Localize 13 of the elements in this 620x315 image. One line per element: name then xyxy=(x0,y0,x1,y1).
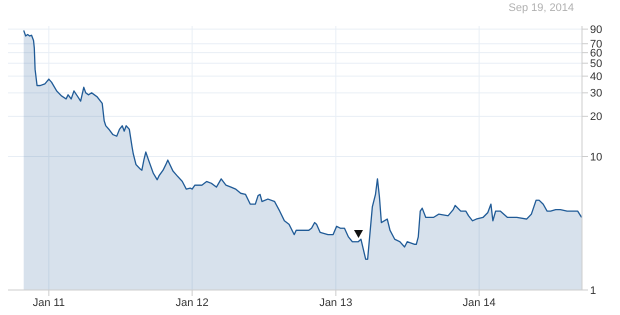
y-tick-label: 1 xyxy=(590,284,596,297)
y-tick-label: 90 xyxy=(590,24,602,36)
x-tick-label: Jan 13 xyxy=(319,296,352,309)
y-tick-label: 50 xyxy=(590,58,602,70)
text: Sep 19, 2014 xyxy=(508,2,574,14)
y-tick-label: 10 xyxy=(590,151,602,164)
y-tick-label: 20 xyxy=(590,111,602,124)
x-tick-label: Jan 14 xyxy=(462,296,496,309)
y-tick-label: 30 xyxy=(590,88,602,100)
y-tick-label: 40 xyxy=(590,71,602,84)
y-tick-label: 60 xyxy=(590,48,602,60)
x-tick-label: Jan 12 xyxy=(176,296,209,309)
x-tick-label: Jan 11 xyxy=(32,296,65,309)
